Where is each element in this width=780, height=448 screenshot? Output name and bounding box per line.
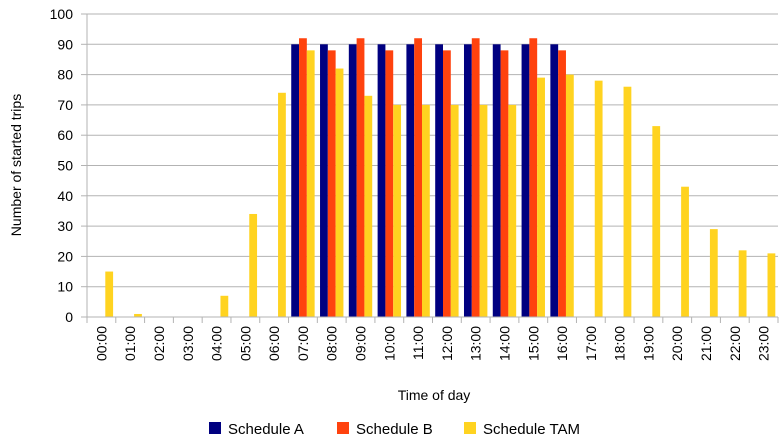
bar-schedule-tam — [508, 104, 517, 318]
x-tick-label: 00:00 — [93, 326, 109, 361]
x-tick-label: 09:00 — [353, 326, 369, 361]
bar-schedule-a — [550, 44, 559, 318]
x-tick-label: 10:00 — [381, 326, 397, 361]
x-tick-label: 15:00 — [525, 326, 541, 361]
x-tick-label: 23:00 — [756, 326, 772, 361]
x-tick-label: 02:00 — [151, 326, 167, 361]
bar-schedule-a — [492, 44, 501, 318]
y-tick-labels: 0 10 20 30 40 50 60 70 80 90 100 — [50, 6, 74, 325]
x-tick-label: 08:00 — [324, 326, 340, 361]
x-tick-label: 19:00 — [640, 326, 656, 361]
bar-schedule-b — [529, 38, 538, 318]
y-tick-label: 30 — [57, 218, 73, 234]
x-tick-label: 07:00 — [295, 326, 311, 361]
y-tick-label: 80 — [57, 67, 73, 83]
bar-schedule-tam — [393, 104, 402, 318]
axes — [86, 14, 779, 323]
legend-swatch-schedule-tam — [464, 422, 476, 434]
bar-schedule-tam — [652, 126, 661, 317]
y-tick-label: 100 — [50, 6, 74, 22]
x-tick-label: 01:00 — [122, 326, 138, 361]
bar-schedule-tam — [623, 86, 632, 317]
bar-schedule-b — [471, 38, 480, 318]
bar-schedule-a — [291, 44, 300, 318]
bar-schedule-a — [521, 44, 530, 318]
x-tick-label: 03:00 — [180, 326, 196, 361]
y-tick-label: 0 — [65, 309, 73, 325]
y-tick-label: 50 — [57, 158, 73, 174]
bar-schedule-b — [327, 50, 336, 318]
x-axis-label: Time of day — [398, 387, 471, 403]
x-tick-label: 04:00 — [209, 326, 225, 361]
x-tick-label: 16:00 — [554, 326, 570, 361]
y-tick-label: 10 — [57, 279, 73, 295]
x-tick-label: 17:00 — [583, 326, 599, 361]
bar-schedule-a — [406, 44, 415, 318]
bar-schedule-tam — [594, 80, 603, 317]
legend-label: Schedule A — [228, 421, 304, 438]
legend: Schedule A Schedule B Schedule TAM — [209, 421, 580, 438]
bar-schedule-tam — [220, 295, 229, 317]
bar-schedule-b — [442, 50, 451, 318]
x-tick-label: 05:00 — [237, 326, 253, 361]
y-tick-label: 20 — [57, 248, 73, 264]
y-tick-label: 40 — [57, 188, 73, 204]
bar-schedule-a — [348, 44, 357, 318]
bar-schedule-b — [299, 38, 307, 318]
bar-schedule-b — [500, 50, 509, 318]
bar-schedule-tam — [278, 92, 286, 317]
bar-schedule-b — [414, 38, 423, 318]
x-tick-label: 13:00 — [468, 326, 484, 361]
bars — [105, 38, 776, 318]
bar-schedule-tam — [134, 313, 142, 317]
bar-schedule-a — [377, 44, 386, 318]
x-tick-label: 12:00 — [439, 326, 455, 361]
y-tick-label: 90 — [57, 36, 73, 52]
legend-label: Schedule B — [356, 421, 433, 438]
legend-swatch-schedule-b — [337, 422, 349, 434]
bar-schedule-tam — [364, 95, 373, 317]
bar-schedule-b — [356, 38, 365, 318]
legend-swatch-schedule-a — [209, 422, 221, 434]
x-tick-label: 18:00 — [612, 326, 628, 361]
x-tick-label: 14:00 — [496, 326, 512, 361]
bar-schedule-tam — [681, 186, 689, 317]
y-tick-label: 70 — [57, 97, 73, 113]
bar-schedule-tam — [738, 250, 747, 317]
bar-schedule-tam — [105, 271, 114, 317]
y-axis-label: Number of started trips — [8, 94, 24, 236]
bar-schedule-tam — [767, 253, 776, 317]
bar-schedule-tam — [249, 213, 258, 317]
bar-schedule-tam — [565, 74, 574, 317]
bar-schedule-b — [558, 50, 566, 318]
x-tick-label: 21:00 — [698, 326, 714, 361]
x-tick-labels: 00:00 01:00 02:00 03:00 04:00 05:00 06:00 07:00… — [93, 326, 771, 361]
bar-schedule-tam — [450, 104, 459, 318]
bar-schedule-tam — [479, 104, 488, 318]
bar-schedule-tam — [537, 77, 545, 317]
bar-schedule-a — [320, 44, 328, 318]
bar-schedule-a — [435, 44, 443, 318]
bar-schedule-tam — [306, 50, 315, 318]
legend-label: Schedule TAM — [483, 421, 580, 438]
bar-schedule-tam — [422, 104, 430, 318]
bar-schedule-a — [463, 44, 472, 318]
x-tick-label: 11:00 — [410, 326, 426, 360]
bar-schedule-tam — [335, 68, 344, 317]
x-tick-label: 20:00 — [669, 326, 685, 361]
x-tick-label: 06:00 — [266, 326, 282, 361]
y-tick-label: 60 — [57, 127, 73, 143]
bar-schedule-tam — [709, 229, 718, 317]
x-tick-label: 22:00 — [727, 326, 743, 361]
grid-lines — [81, 13, 778, 318]
bar-schedule-b — [385, 50, 394, 318]
